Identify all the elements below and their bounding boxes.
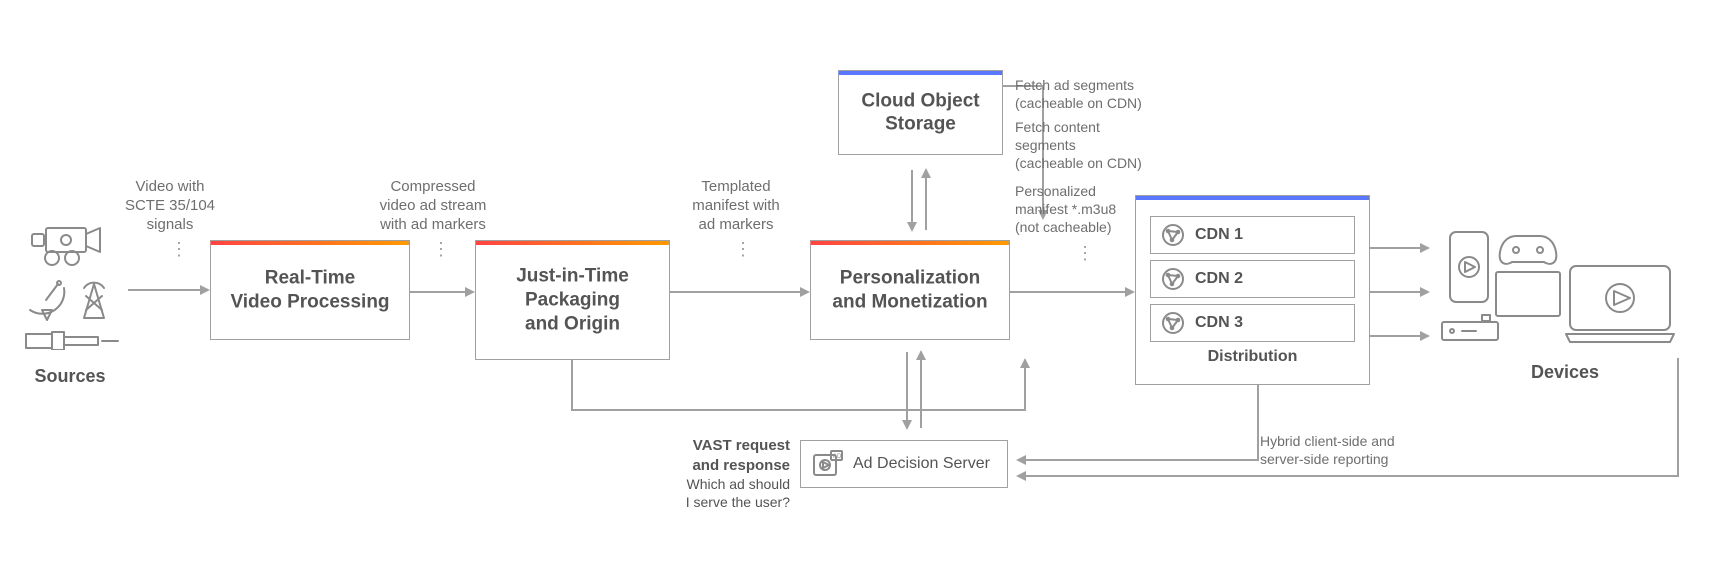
arrow-packaging-to-personalization [670,286,810,298]
annot-fetch-ad: Fetch ad segments(cacheable on CDN) [1015,76,1175,112]
vdots-icon: ⋮ [1076,244,1094,262]
path-devices-to-ads [1008,358,1698,488]
box-label: Just-in-TimePackagingand Origin [476,264,669,335]
annot-reporting: Hybrid client-side andserver-side report… [1260,432,1460,468]
personalization-box: Personalizationand Monetization [810,240,1010,340]
ads-label: Ad Decision Server [853,455,990,473]
arrow-distribution-to-devices-1 [1370,242,1430,254]
sources-label: Sources [20,366,120,387]
box-label: Cloud ObjectStorage [839,89,1002,137]
arrow-sources-to-processing [128,284,210,296]
svg-text:AD: AD [833,454,842,460]
cdn-item: CDN 2 [1150,260,1355,298]
path-packaging-down-to-personalization [570,360,1040,430]
devices-icons [1440,210,1690,365]
arrow-distribution-to-devices-3 [1370,330,1430,342]
edge-label-pack-pers: Templatedmanifest withad markers [666,178,806,234]
ad-decision-server-box: AD Ad Decision Server [800,440,1008,488]
arrow-processing-to-packaging [410,286,475,298]
bidir-storage-personalization [900,160,940,236]
box-label: Real-TimeVideo Processing [211,266,409,314]
jit-packaging-box: Just-in-TimePackagingand Origin [475,240,670,360]
edge-label-proc-pack: Compressedvideo ad streamwith ad markers [358,178,508,234]
arrow-personalization-to-distribution [1010,286,1135,298]
cdn-item: CDN 1 [1150,216,1355,254]
cdn-label: CDN 2 [1195,270,1243,288]
edge-label-src-proc: Video withSCTE 35/104signals [115,178,225,234]
vdots-icon: ⋮ [734,240,752,258]
vdots-icon: ⋮ [170,240,188,258]
vast-annot: VAST requestand response Which ad should… [650,436,790,511]
realtime-video-processing-box: Real-TimeVideo Processing [210,240,410,340]
cloud-object-storage-box: Cloud ObjectStorage [838,70,1003,155]
cdn-label: CDN 1 [1195,226,1243,244]
arrow-distribution-to-devices-2 [1370,286,1430,298]
annot-fetch-content: Fetch contentsegments(cacheable on CDN) [1015,118,1175,173]
ad-icon: AD [813,450,843,478]
vdots-icon: ⋮ [432,240,450,258]
cdn-item: CDN 3 [1150,304,1355,342]
annot-manifest: Personalizedmanifest *.m3u8(not cacheabl… [1015,182,1175,237]
sources-icons [20,220,130,355]
cdn-label: CDN 3 [1195,314,1243,332]
box-label: Personalizationand Monetization [811,266,1009,314]
